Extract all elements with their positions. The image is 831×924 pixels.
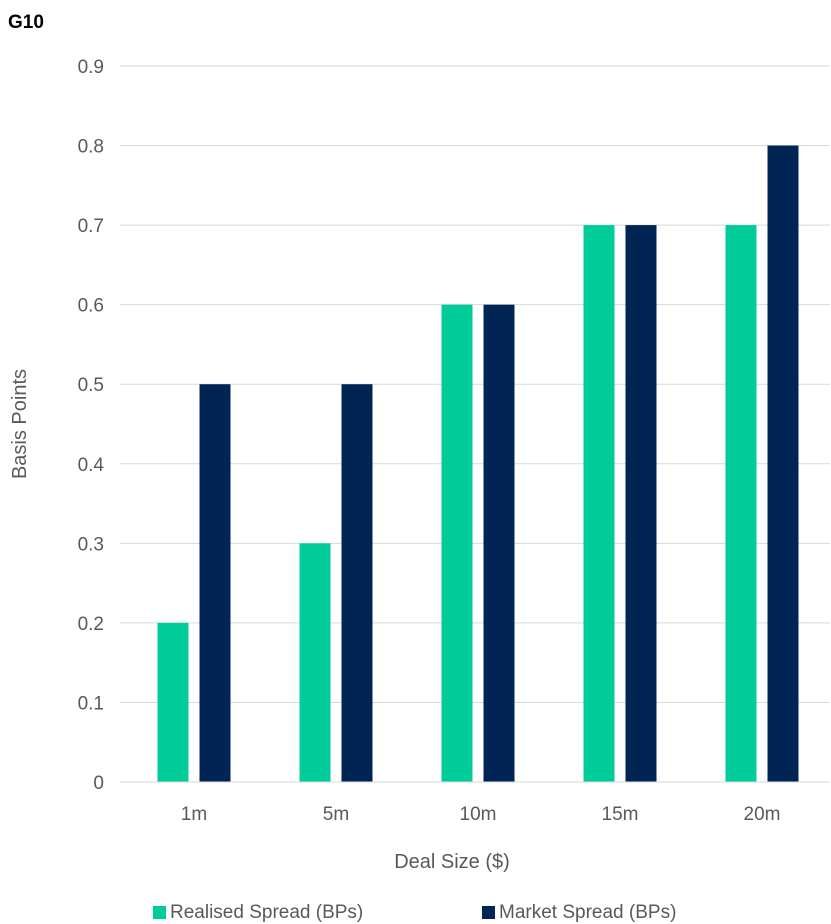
x-axis-ticks: 1m 5m 10m 15m 20m [181,804,781,825]
x-tick-label: 1m [181,804,207,825]
y-tick-label: 0.4 [78,455,105,476]
gridlines [120,65,830,703]
bars [157,145,799,783]
bar-realised-5m [299,543,331,782]
y-axis-ticks: 0 0.1 0.2 0.3 0.4 0.5 0.6 0.7 0.8 0.9 [78,57,105,794]
bar-realised-15m [583,225,615,783]
chart-title: G10 [8,12,44,33]
legend-swatch-realised [153,906,166,919]
y-tick-label: 0.6 [78,296,104,317]
bar-market-5m [341,384,373,782]
y-tick-label: 0.5 [78,375,104,396]
y-tick-label: 0.8 [78,137,104,158]
bar-market-1m [199,384,231,782]
bar-realised-10m [441,304,473,782]
y-tick-label: 0.9 [78,57,104,78]
bar-realised-1m [157,622,189,782]
x-tick-label: 15m [602,804,639,825]
bar-market-10m [483,304,515,782]
bar-realised-20m [725,225,757,783]
y-tick-label: 0.1 [78,693,104,714]
y-tick-label: 0.7 [78,216,104,237]
bar-market-20m [767,145,799,783]
x-tick-label: 5m [323,804,349,825]
bar-market-15m [625,225,657,783]
y-tick-label: 0.3 [78,534,104,555]
y-tick-label: 0 [93,773,104,794]
legend: Realised Spread (BPs) Market Spread (BPs… [153,902,676,923]
legend-label-market: Market Spread (BPs) [499,902,676,923]
x-tick-label: 20m [744,804,781,825]
x-tick-label: 10m [460,804,497,825]
y-axis-title: Basis Points [9,369,31,479]
legend-swatch-market [482,906,495,919]
legend-label-realised: Realised Spread (BPs) [170,902,363,923]
x-axis-title: Deal Size ($) [394,851,510,873]
y-tick-label: 0.2 [78,614,104,635]
